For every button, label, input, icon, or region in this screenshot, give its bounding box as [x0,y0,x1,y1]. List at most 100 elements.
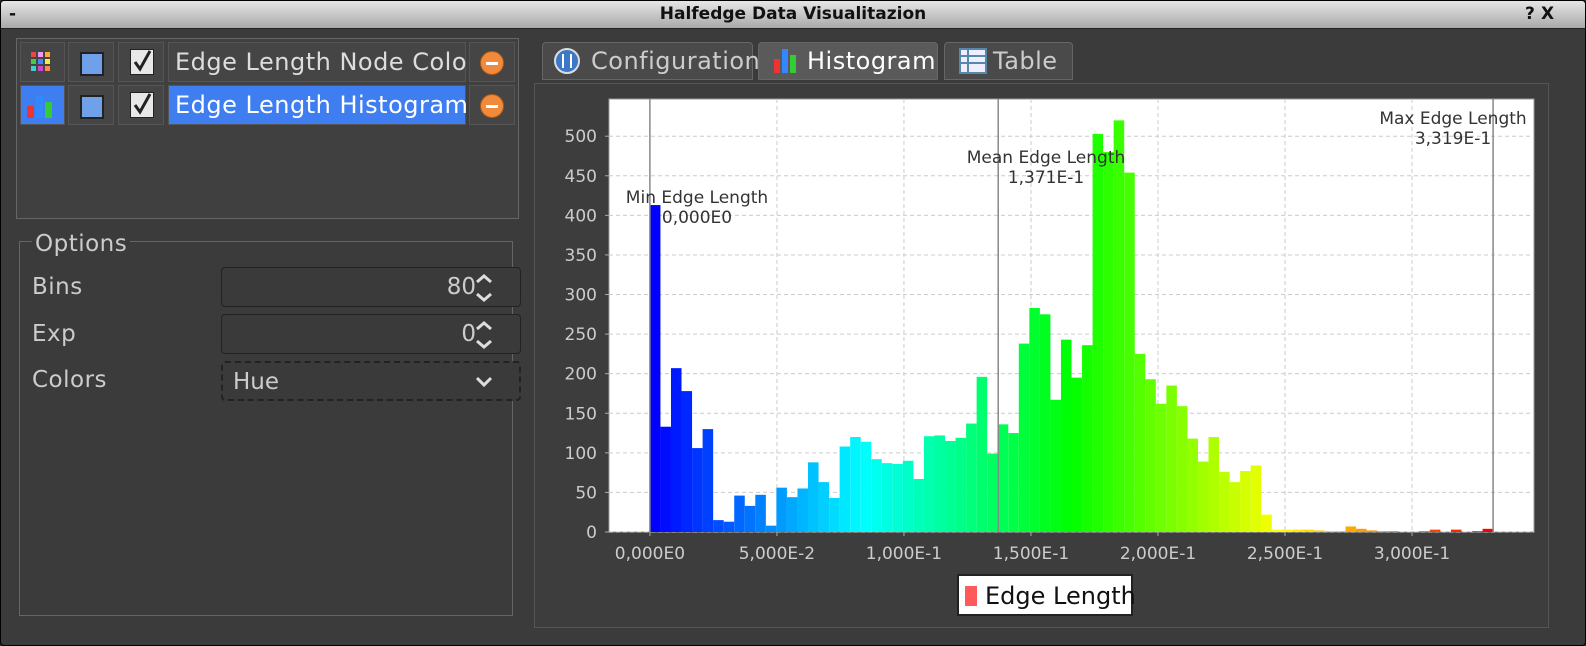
bar [1134,353,1146,532]
x-tick-label: 0,000E0 [615,544,685,564]
field-label: Exp [32,321,77,347]
bar [786,497,798,532]
marker-value: 1,371E-1 [1008,168,1084,188]
y-tick-label: 0 [586,523,597,543]
bar [1229,482,1241,532]
layer-name[interactable]: Edge Length Node Colors [168,42,490,82]
bar [818,482,830,532]
legend-swatch [965,586,977,606]
bar [1029,307,1040,532]
layer-list: Edge Length Node Colors Edge Length Hist… [16,38,519,219]
y-tick-label: 400 [565,206,597,226]
bar [1292,529,1304,532]
visibility-toggle[interactable] [68,85,114,125]
bar [1419,531,1430,532]
bar [1334,531,1346,532]
bar [1208,437,1220,532]
bar [1039,314,1051,532]
bar [923,436,935,532]
bar [744,505,756,532]
y-tick-label: 350 [565,246,597,266]
bar [649,205,661,532]
y-tick-label: 50 [575,483,597,503]
tab[interactable]: Configuration [542,42,760,80]
y-tick-label: 250 [565,325,597,345]
bar [850,437,861,532]
close-button[interactable]: X [1541,4,1555,24]
bar [1124,172,1135,532]
x-tick-label: 2,500E-1 [1247,544,1323,564]
bar [1482,528,1494,532]
legend-box [957,574,1133,616]
bar [934,435,946,532]
bar [1176,406,1188,532]
marker-label: Max Edge Length [1379,109,1526,129]
bar [1324,531,1335,532]
bar [1145,379,1156,532]
tab[interactable]: Histogram [758,42,938,80]
bar [1082,345,1093,532]
exp-spinner[interactable]: 0 [221,314,521,354]
bar [1282,529,1293,532]
bar [955,437,967,532]
bar [1450,529,1462,532]
bar [1018,343,1030,532]
bar [1050,399,1061,532]
bar [776,487,787,532]
y-tick-label: 200 [565,365,597,385]
bar [1313,530,1325,532]
bar [1197,461,1209,532]
bar [976,376,988,532]
bar [1303,529,1314,532]
bar [945,440,956,532]
bar [997,424,1009,532]
bar [692,448,703,532]
options-panel: Options Bins 80 Exp 0 Colors Hue [19,231,521,616]
bar [1250,465,1262,532]
bar [1377,531,1388,532]
bar [966,423,977,532]
bar [1113,120,1125,533]
bins-spinner[interactable]: 80 [221,267,521,307]
layer-name[interactable]: Edge Length Histogram [168,85,468,125]
remove-layer-button[interactable] [469,85,515,125]
bar [702,429,714,532]
visibility-toggle[interactable] [68,42,114,82]
colors-dropdown[interactable]: Hue [221,361,521,401]
marker-label: Min Edge Length [626,188,768,208]
bar [1187,438,1198,532]
bar [755,494,766,532]
bar [987,453,998,532]
marker-label: Mean Edge Length [967,148,1126,168]
x-tick-label: 1,500E-1 [993,544,1069,564]
bar [892,463,903,532]
bar [765,525,777,532]
layer-row[interactable]: Edge Length Node Colors [17,42,518,82]
title-bar: - Halfedge Data Visualitazion ? X [1,1,1585,29]
layer-icon [20,85,65,125]
field-label: Colors [32,367,108,393]
bar [1366,530,1378,532]
help-button[interactable]: ? [1525,4,1535,24]
bar [1240,471,1251,532]
bar [902,460,914,532]
options-title: Options [32,231,131,257]
layer-checkbox[interactable] [118,42,164,82]
bar [1155,403,1167,532]
bar [1261,514,1272,532]
bar [881,463,893,532]
bar [723,521,735,532]
minimize-button[interactable]: - [9,4,17,24]
field-label: Bins [32,274,83,300]
x-tick-label: 2,000E-1 [1120,544,1196,564]
bar [660,426,671,532]
remove-layer-button[interactable] [469,42,515,82]
layer-checkbox[interactable] [118,85,164,125]
marker-value: 3,319E-1 [1415,129,1491,149]
bar [871,459,882,532]
bar [670,368,682,532]
bar [1219,471,1230,532]
layer-row[interactable]: Edge Length Histogram [17,85,518,125]
bar [1060,339,1072,532]
